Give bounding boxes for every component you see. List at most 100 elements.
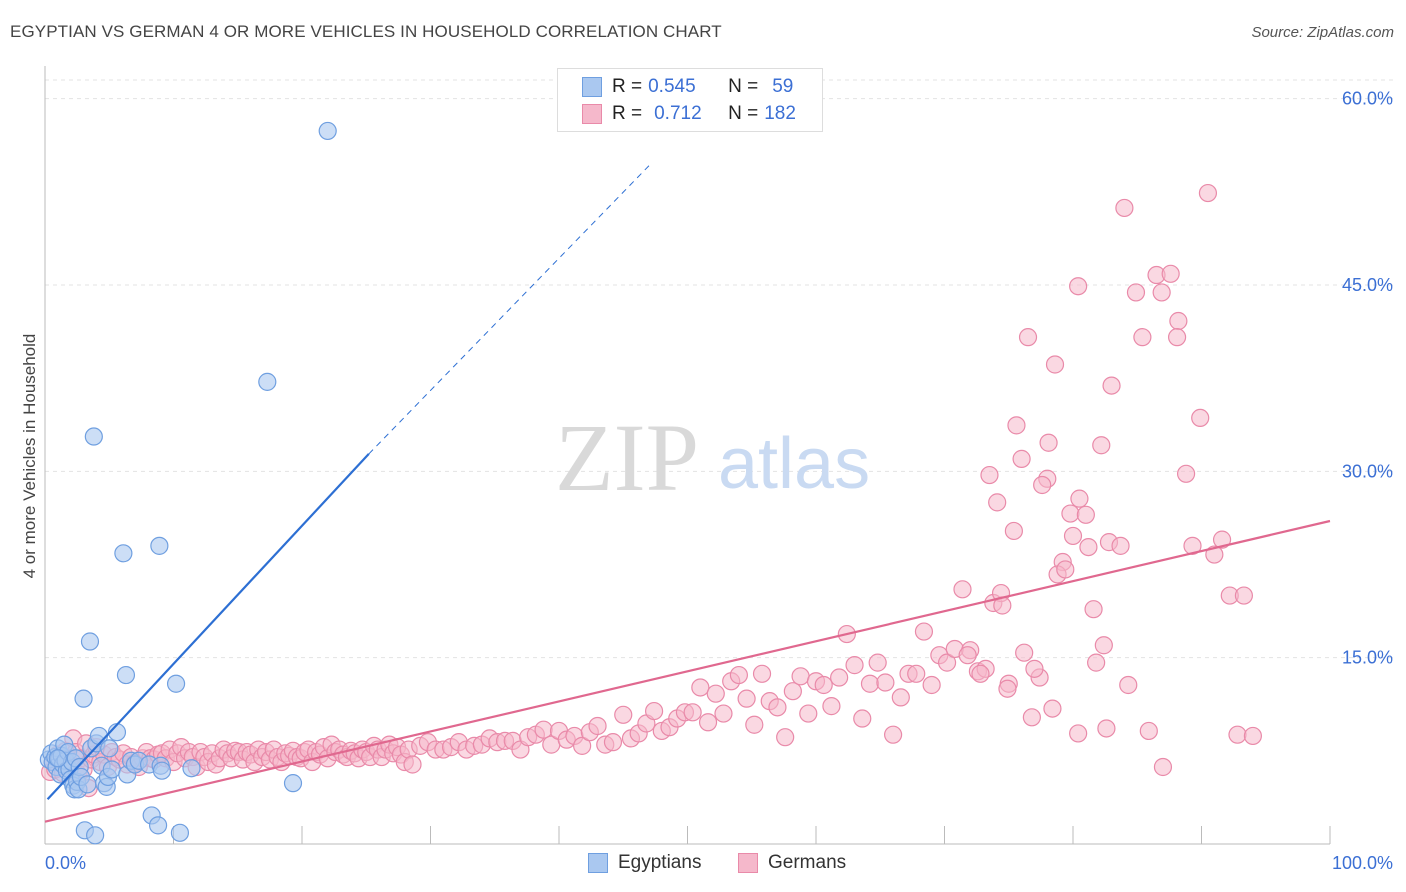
german-point xyxy=(1069,724,1088,743)
german-point xyxy=(853,709,872,728)
egyptian-point xyxy=(258,372,277,391)
german-point xyxy=(1228,725,1247,744)
german-point xyxy=(1087,653,1106,672)
german-point xyxy=(845,656,864,675)
egyptian-point xyxy=(166,674,186,693)
german-point xyxy=(1097,719,1116,738)
egyptian-point xyxy=(148,816,168,835)
egyptian-point xyxy=(150,536,169,555)
trend-lines xyxy=(44,165,1331,823)
german-point xyxy=(822,697,841,716)
german-point xyxy=(937,653,957,672)
german-point xyxy=(1183,536,1202,555)
egyptians-swatch xyxy=(582,77,602,97)
german-point xyxy=(729,665,749,685)
german-point xyxy=(1069,277,1088,296)
german-point xyxy=(1205,545,1224,564)
german-point xyxy=(783,682,802,701)
german-point xyxy=(706,684,725,703)
german-point xyxy=(830,668,849,687)
german-point xyxy=(1153,757,1173,777)
german-point xyxy=(1133,328,1152,347)
german-point xyxy=(768,698,787,717)
r-value: 0.545 xyxy=(648,76,696,97)
egyptian-point xyxy=(78,775,97,794)
legend-label-egyptians: Egyptians xyxy=(618,852,702,873)
german-point xyxy=(1176,464,1196,483)
egyptian-point xyxy=(74,689,93,708)
german-point xyxy=(799,704,818,723)
germans-trend-line xyxy=(44,519,1331,823)
watermark-atlas: atlas xyxy=(718,424,870,504)
r-value: 0.712 xyxy=(654,103,702,124)
legend-item-egyptians[interactable]: Egyptians xyxy=(588,852,701,874)
german-point xyxy=(752,664,772,683)
german-point xyxy=(1152,283,1171,302)
y-tick-label: 45.0% xyxy=(1342,275,1393,295)
germans-swatch xyxy=(582,104,602,124)
source-label: Source: ZipAtlas.com xyxy=(1251,24,1394,41)
german-point xyxy=(1012,449,1031,468)
stats-row-egyptians: R = 0.545 N = 59 xyxy=(582,74,793,100)
legend-item-germans[interactable]: Germans xyxy=(738,852,846,874)
german-point xyxy=(791,667,810,686)
german-point xyxy=(603,733,623,752)
german-point xyxy=(691,678,710,697)
german-point xyxy=(1126,283,1146,302)
egyptian-point xyxy=(48,749,67,768)
germans-swatch xyxy=(738,853,758,873)
german-point xyxy=(1039,433,1058,452)
german-point xyxy=(1022,708,1041,727)
german-point xyxy=(907,664,926,683)
german-point xyxy=(953,580,972,599)
egyptian-point xyxy=(318,121,337,141)
egyptians-swatch xyxy=(588,853,608,873)
german-point xyxy=(644,701,664,721)
y-tick-labels: 15.0% 30.0% 45.0% 60.0% xyxy=(1342,89,1393,668)
german-point xyxy=(1004,521,1023,541)
german-point xyxy=(1015,643,1034,662)
german-point xyxy=(860,674,880,693)
german-point xyxy=(980,465,999,485)
german-point xyxy=(1043,699,1062,718)
egyptian-point xyxy=(80,632,100,651)
german-point xyxy=(1033,475,1052,495)
german-point xyxy=(868,653,887,672)
n-label: N = xyxy=(728,103,759,124)
german-point xyxy=(971,664,990,683)
german-point xyxy=(737,689,756,708)
x-tick-label: 0.0% xyxy=(45,853,86,873)
german-point xyxy=(573,736,592,755)
n-label: N = xyxy=(728,76,759,97)
german-point xyxy=(988,493,1007,512)
german-point xyxy=(814,675,833,695)
r-label: R = xyxy=(612,103,643,124)
german-point xyxy=(403,755,422,774)
german-point xyxy=(714,704,733,723)
german-point xyxy=(1212,530,1232,549)
german-point xyxy=(1139,721,1158,741)
german-point xyxy=(745,715,764,734)
egyptian-point xyxy=(114,544,133,563)
german-point xyxy=(1102,376,1121,395)
egyptian-point xyxy=(116,665,136,685)
german-point xyxy=(1092,436,1111,455)
egyptian-point xyxy=(102,760,121,779)
x-tick-label: 100.0% xyxy=(1332,853,1393,873)
x-tick-labels: 0.0% 100.0% xyxy=(45,853,1393,873)
chart-title: EGYPTIAN VS GERMAN 4 OR MORE VEHICLES IN… xyxy=(10,22,722,41)
egyptian-point xyxy=(182,759,201,778)
n-value: 182 xyxy=(764,103,796,124)
german-point xyxy=(1234,586,1254,605)
german-point xyxy=(1115,198,1134,218)
egyptian-point xyxy=(170,823,190,842)
german-point xyxy=(891,688,910,707)
german-point xyxy=(958,646,977,665)
y-tick-label: 15.0% xyxy=(1342,648,1393,668)
german-point xyxy=(1076,505,1095,524)
egyptian-point xyxy=(86,826,105,845)
egyptian-point xyxy=(152,761,172,780)
watermark: ZIP atlas xyxy=(555,404,870,511)
german-point xyxy=(876,673,895,692)
